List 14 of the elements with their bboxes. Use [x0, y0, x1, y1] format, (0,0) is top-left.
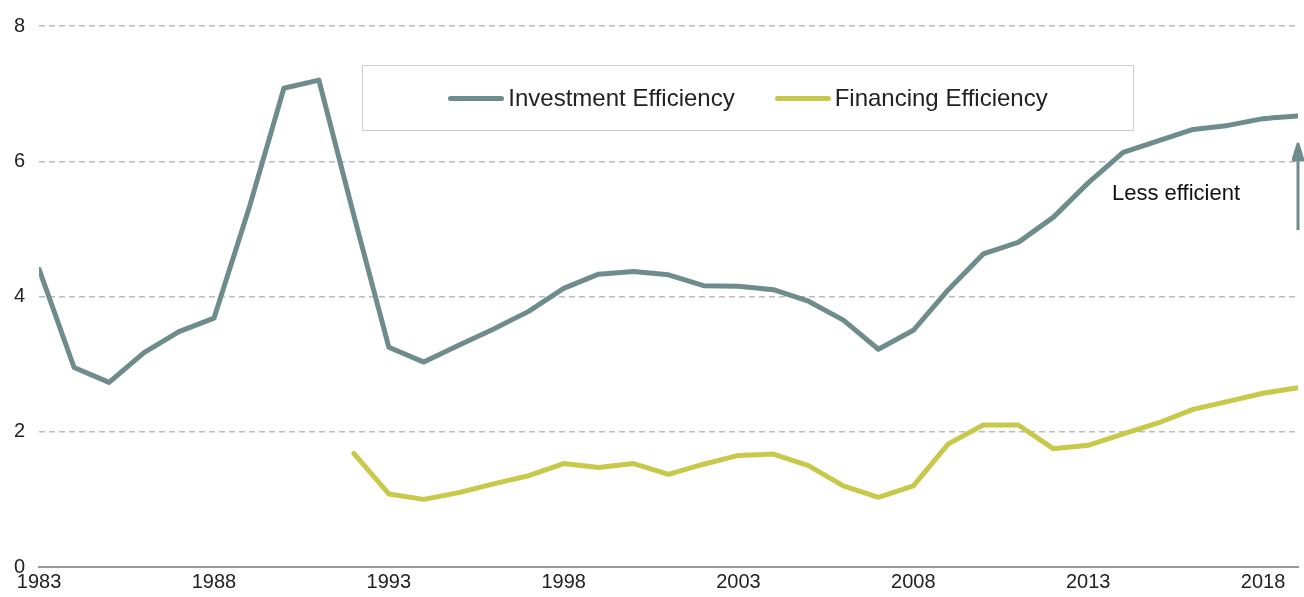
- legend-label: Investment Efficiency: [508, 84, 735, 112]
- y-tick-label: 4: [14, 284, 26, 307]
- x-tick-label: 1998: [541, 569, 586, 592]
- x-tick-label: 2008: [891, 569, 936, 592]
- x-tick-label: 2013: [1065, 569, 1111, 592]
- x-tick-label: 1988: [191, 569, 237, 592]
- y-tick-label: 6: [14, 148, 26, 171]
- x-tick-label: 2003: [716, 569, 761, 592]
- y-tick-label: 8: [14, 13, 26, 36]
- x-tick-label: 1993: [366, 569, 412, 592]
- x-tick-label: 2018: [1240, 569, 1286, 592]
- y-tick-label: 2: [14, 419, 26, 442]
- annotation: Less efficient: [1112, 180, 1241, 206]
- legend-label: Financing Efficiency: [834, 84, 1048, 112]
